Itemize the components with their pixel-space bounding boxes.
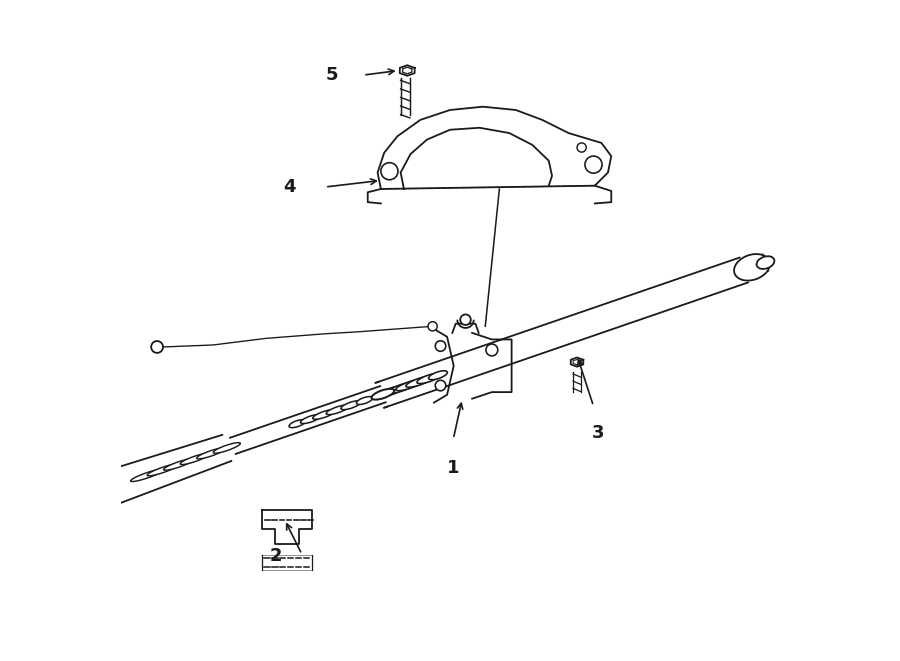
Circle shape bbox=[381, 163, 398, 180]
Circle shape bbox=[151, 341, 163, 353]
Circle shape bbox=[436, 380, 446, 391]
Circle shape bbox=[460, 315, 471, 325]
Ellipse shape bbox=[197, 448, 225, 459]
Ellipse shape bbox=[396, 379, 425, 391]
Circle shape bbox=[428, 322, 437, 331]
Circle shape bbox=[577, 143, 586, 152]
Ellipse shape bbox=[148, 464, 179, 476]
Ellipse shape bbox=[406, 376, 434, 387]
Ellipse shape bbox=[326, 405, 349, 414]
Ellipse shape bbox=[164, 459, 194, 470]
Ellipse shape bbox=[734, 254, 770, 280]
Ellipse shape bbox=[380, 386, 404, 396]
Ellipse shape bbox=[372, 389, 394, 400]
Ellipse shape bbox=[374, 390, 392, 399]
Text: 4: 4 bbox=[283, 178, 295, 196]
Circle shape bbox=[585, 156, 602, 173]
Text: 3: 3 bbox=[592, 424, 605, 442]
Circle shape bbox=[436, 341, 446, 351]
Ellipse shape bbox=[757, 256, 774, 269]
Ellipse shape bbox=[289, 420, 305, 428]
Circle shape bbox=[486, 344, 498, 356]
Text: 1: 1 bbox=[447, 459, 460, 477]
Ellipse shape bbox=[417, 373, 441, 383]
Ellipse shape bbox=[70, 490, 102, 503]
Ellipse shape bbox=[428, 371, 447, 379]
Ellipse shape bbox=[180, 453, 210, 465]
Ellipse shape bbox=[388, 382, 415, 393]
Ellipse shape bbox=[313, 410, 336, 419]
Ellipse shape bbox=[213, 443, 240, 453]
Ellipse shape bbox=[75, 492, 94, 501]
Text: 5: 5 bbox=[326, 66, 338, 84]
Ellipse shape bbox=[356, 397, 373, 405]
Ellipse shape bbox=[130, 469, 164, 481]
Text: 2: 2 bbox=[270, 547, 283, 565]
Ellipse shape bbox=[301, 414, 320, 424]
Ellipse shape bbox=[341, 401, 361, 410]
